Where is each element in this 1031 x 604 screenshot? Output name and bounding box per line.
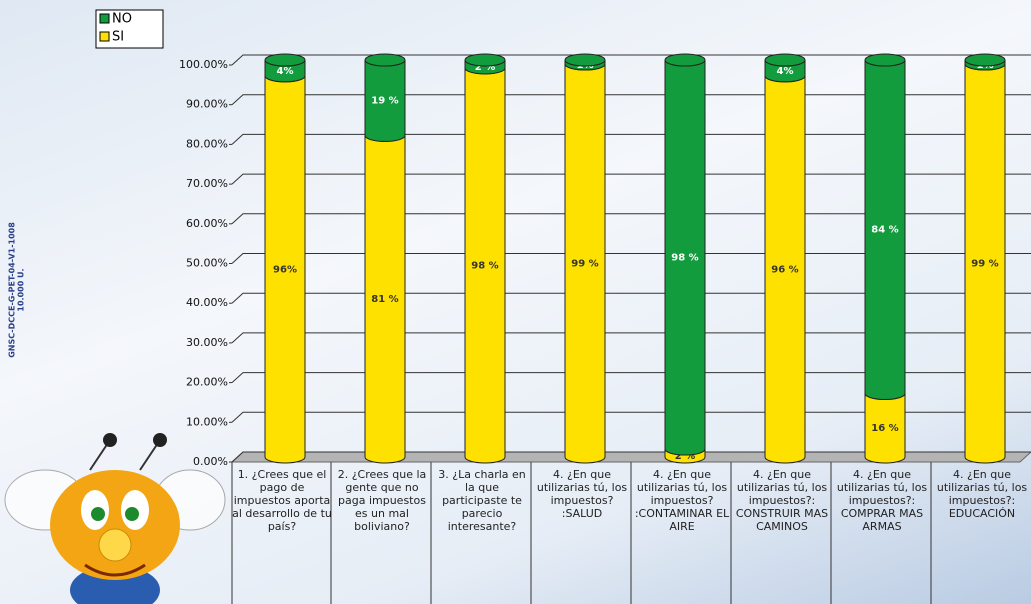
y-tick-label: 100.00% bbox=[179, 58, 228, 71]
value-label: 98 % bbox=[671, 253, 698, 264]
cylinder-cap bbox=[864, 53, 906, 67]
grid-line bbox=[231, 411, 1031, 423]
value-label: 99 % bbox=[971, 258, 998, 269]
value-label: 4% bbox=[277, 66, 294, 77]
y-tick-label: 60.00% bbox=[186, 217, 228, 230]
x-tick-label: 1. ¿Crees que el pago de impuestos aport… bbox=[232, 468, 332, 533]
y-tick-label: 70.00% bbox=[186, 177, 228, 190]
cylinder-cap bbox=[364, 53, 406, 67]
x-tick-label: 4. ¿En que utilizarias tú, los impuestos… bbox=[634, 468, 730, 533]
cylinder-cap bbox=[464, 53, 506, 67]
y-tick-label: 50.00% bbox=[186, 257, 228, 270]
value-label: 2 % bbox=[675, 451, 695, 462]
grid-line bbox=[231, 54, 1031, 66]
x-tick-label: 4. ¿En que utilizarias tú, los impuestos… bbox=[735, 468, 829, 533]
floor bbox=[230, 451, 1031, 463]
x-tick-label: 3. ¿La charla en la que participaste te … bbox=[438, 468, 526, 533]
grid-line bbox=[231, 332, 1031, 344]
value-label: 16 % bbox=[871, 423, 898, 434]
value-label: 96 % bbox=[771, 264, 798, 275]
side-count: 10.000 U. bbox=[17, 268, 26, 311]
side-code: GNSC-DCCE-G-PET-04-V1-1008 bbox=[8, 222, 17, 358]
legend-swatch bbox=[99, 13, 110, 24]
grid-line bbox=[231, 372, 1031, 383]
cylinder-cap bbox=[964, 53, 1006, 67]
grid-line bbox=[231, 292, 1031, 304]
value-label: 81 % bbox=[371, 294, 398, 305]
grid-line bbox=[231, 94, 1031, 106]
y-tick-label: 10.00% bbox=[186, 415, 228, 428]
grid-line bbox=[231, 213, 1031, 225]
y-tick-label: 0.00% bbox=[193, 455, 228, 468]
value-label: 19 % bbox=[371, 96, 398, 107]
value-label: 98 % bbox=[471, 260, 498, 271]
y-tick-label: 90.00% bbox=[186, 98, 228, 111]
legend-label: SI bbox=[112, 30, 124, 45]
cylinder-cap bbox=[664, 53, 706, 67]
value-label: 2 % bbox=[475, 62, 495, 73]
mascot bbox=[4, 433, 226, 604]
legend-label: NO bbox=[112, 12, 132, 27]
grid-line bbox=[231, 173, 1031, 185]
cylinder-cap bbox=[764, 53, 806, 67]
cylinder-cap bbox=[564, 53, 606, 67]
y-tick-label: 20.00% bbox=[186, 376, 228, 389]
value-label: 84 % bbox=[871, 225, 898, 236]
y-tick-label: 30.00% bbox=[186, 336, 228, 349]
grid-line bbox=[231, 253, 1031, 264]
grid-line bbox=[231, 133, 1031, 145]
x-tick-label: 4. ¿En que utilizarias tú, los impuestos… bbox=[536, 468, 628, 520]
x-tick-label: 4. ¿En que utilizarias tú, los impuestos… bbox=[836, 468, 928, 533]
x-tick-label: 4. ¿En que utilizarias tú, los impuestos… bbox=[936, 468, 1028, 520]
value-label: 96% bbox=[273, 264, 297, 275]
cylinder-cap bbox=[264, 53, 306, 67]
value-label: 4% bbox=[777, 66, 794, 77]
y-tick-label: 80.00% bbox=[186, 137, 228, 150]
x-tick-label: 2. ¿Crees que la gente que no paga impue… bbox=[337, 468, 427, 533]
value-label: 99 % bbox=[571, 258, 598, 269]
y-tick-label: 40.00% bbox=[186, 296, 228, 309]
legend-swatch bbox=[99, 31, 110, 42]
